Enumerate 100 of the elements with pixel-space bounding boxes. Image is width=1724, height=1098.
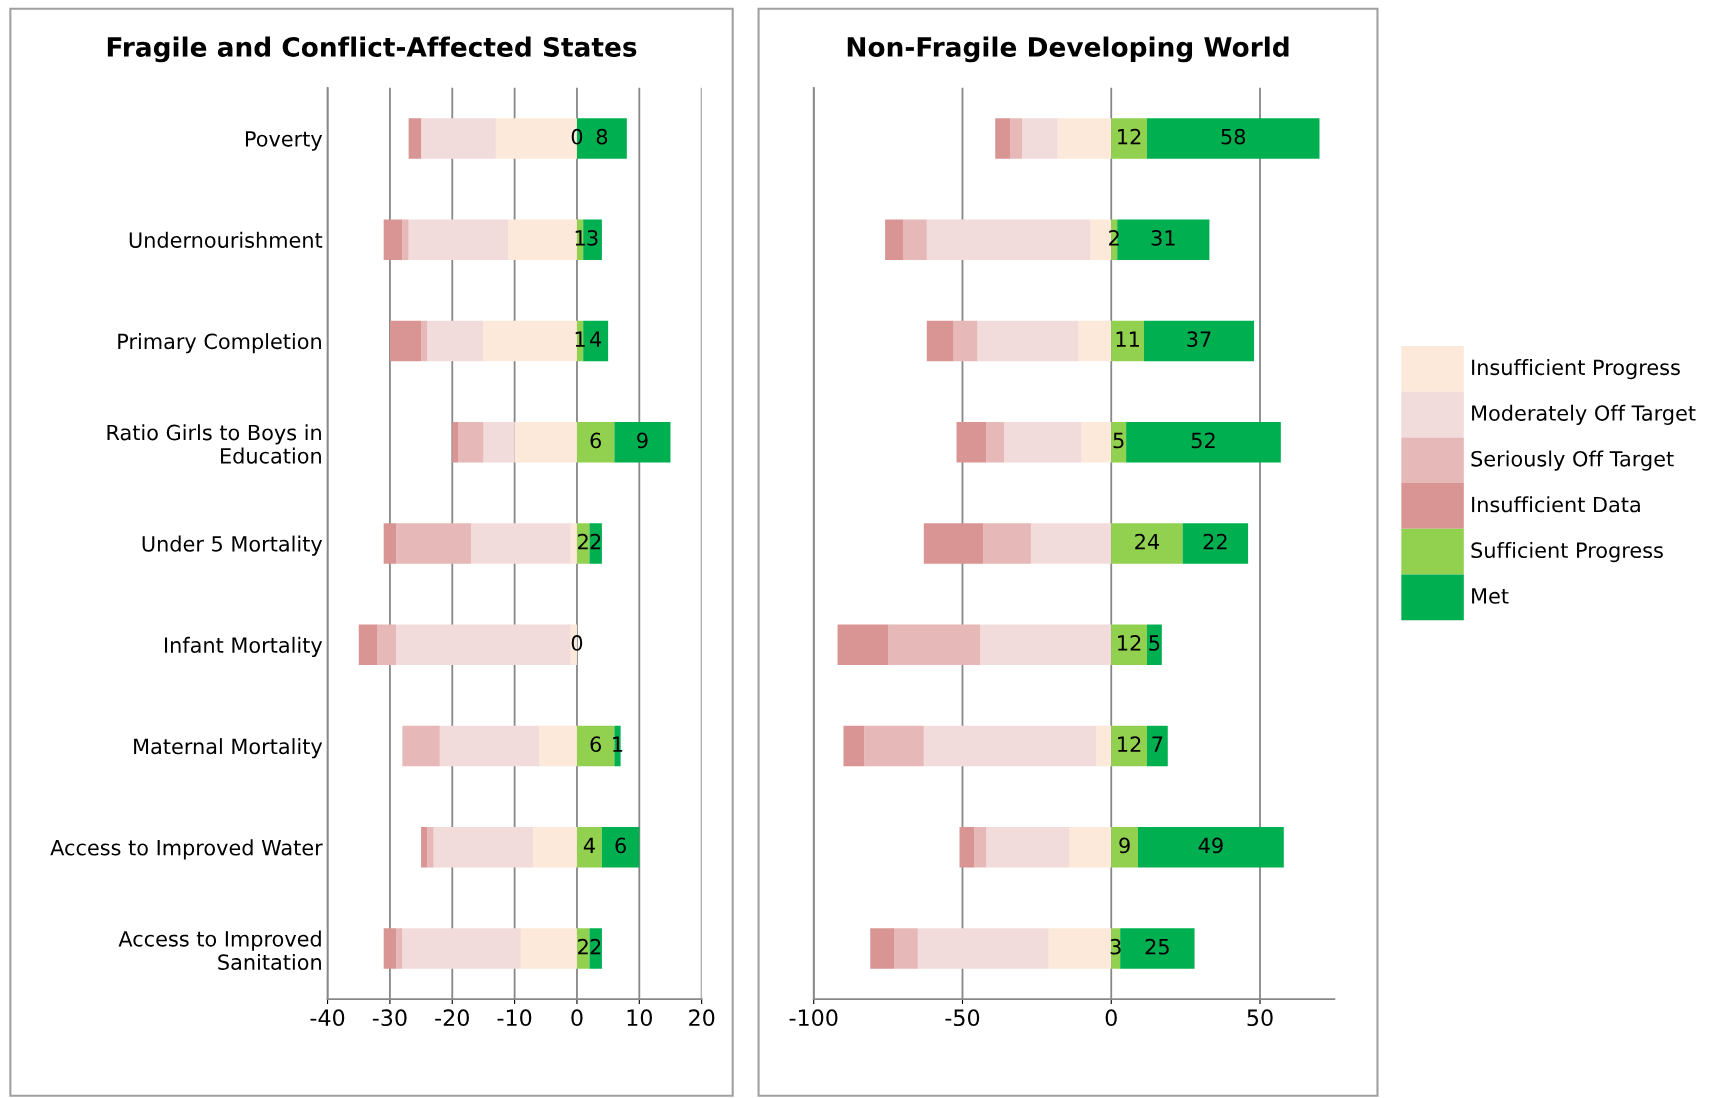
bar xyxy=(885,219,903,260)
x-tick-label: 50 xyxy=(1247,1009,1273,1027)
bar xyxy=(926,320,954,362)
data-label: 2 xyxy=(578,533,588,550)
bar xyxy=(421,827,428,868)
bar xyxy=(843,725,865,767)
bar xyxy=(576,422,615,463)
bar xyxy=(402,928,521,969)
bar xyxy=(1069,827,1112,868)
bar xyxy=(601,827,640,868)
bar xyxy=(570,523,577,564)
data-label: 58 xyxy=(1221,128,1246,145)
bar xyxy=(533,827,577,868)
bar xyxy=(917,928,1049,969)
data-label: 4 xyxy=(583,837,595,854)
bar xyxy=(396,523,471,564)
bar xyxy=(902,219,927,260)
data-label: 49 xyxy=(1198,837,1223,854)
legend-label: Met xyxy=(1472,588,1509,604)
x-tick-label: -40 xyxy=(310,1009,345,1027)
x-tick-label: 0 xyxy=(1105,1009,1117,1027)
x-tick-label: -20 xyxy=(435,1009,469,1027)
bar xyxy=(539,725,577,767)
bar xyxy=(864,725,924,767)
data-label: 2 xyxy=(590,938,601,955)
data-label: 11 xyxy=(1116,331,1139,347)
bar xyxy=(421,320,428,362)
bar xyxy=(377,624,397,666)
data-label: 12 xyxy=(1118,736,1141,752)
bar xyxy=(1126,422,1281,463)
legend-label: Moderately Off Target xyxy=(1472,404,1696,425)
x-tick-label: 10 xyxy=(627,1009,652,1027)
bar xyxy=(402,725,440,767)
bar xyxy=(1004,422,1082,463)
bar xyxy=(1030,523,1112,564)
bar xyxy=(427,827,434,868)
data-label: 7 xyxy=(1152,736,1163,752)
bar xyxy=(421,118,496,159)
bar xyxy=(520,928,577,969)
data-label: 9 xyxy=(637,432,648,449)
x-tick-label: 0 xyxy=(571,1009,583,1027)
y-tick-label: Access to Improved Sanitation xyxy=(118,930,321,971)
bar xyxy=(923,523,984,564)
data-label: 12 xyxy=(1118,128,1141,145)
bar xyxy=(980,624,1112,666)
bar xyxy=(439,725,540,767)
bar xyxy=(923,725,1097,767)
chart-title: Fragile and Conflict-Affected States xyxy=(107,36,637,63)
bar xyxy=(956,422,987,463)
bar xyxy=(458,422,484,463)
bar xyxy=(589,523,602,564)
bar xyxy=(1143,320,1255,362)
bar xyxy=(926,219,1091,260)
bar xyxy=(977,320,1079,362)
bar xyxy=(870,928,895,969)
bar xyxy=(483,422,515,463)
legend-label: Seriously Off Target xyxy=(1471,450,1674,471)
bar xyxy=(1111,725,1147,767)
data-label: 5 xyxy=(1113,432,1124,449)
data-label: 4 xyxy=(590,331,602,347)
bar xyxy=(1111,422,1127,463)
bar xyxy=(1021,118,1058,159)
bar xyxy=(837,624,889,666)
bar xyxy=(358,624,378,666)
data-label: 24 xyxy=(1135,533,1160,550)
x-tick-label: -10 xyxy=(497,1009,532,1027)
data-label: 0 xyxy=(571,128,583,145)
bar xyxy=(402,219,409,260)
data-label: 22 xyxy=(1203,533,1227,550)
bar xyxy=(894,928,918,969)
data-label: 2 xyxy=(578,938,588,955)
bar xyxy=(1078,320,1112,362)
bar xyxy=(953,320,978,362)
data-label: 25 xyxy=(1145,938,1169,955)
bar xyxy=(1057,118,1112,159)
bar xyxy=(1111,118,1147,159)
data-label: 6 xyxy=(590,736,601,753)
bar xyxy=(1120,928,1195,969)
y-tick-label: Under 5 Mortality xyxy=(142,535,323,556)
bar xyxy=(1111,624,1147,666)
bar xyxy=(995,118,1011,159)
bar xyxy=(888,624,981,666)
data-label: 52 xyxy=(1191,432,1215,449)
bar xyxy=(1138,827,1284,868)
x-tick-label: -100 xyxy=(789,1009,838,1027)
bar xyxy=(583,320,609,362)
y-tick-label: Maternal Mortality xyxy=(134,738,323,759)
bar xyxy=(986,827,1070,868)
data-label: 6 xyxy=(615,837,626,854)
bar xyxy=(1111,320,1144,362)
bar xyxy=(1117,219,1210,260)
data-label: 9 xyxy=(1119,837,1130,854)
legend-label: Insufficient Data xyxy=(1472,496,1640,513)
bar xyxy=(1081,422,1112,463)
bar xyxy=(1111,827,1139,868)
bar xyxy=(452,422,459,463)
y-tick-label: Ratio Girls to Boys in Education xyxy=(107,424,321,464)
bar xyxy=(959,827,975,868)
chart-title: Non-Fragile Developing World xyxy=(847,36,1289,63)
y-tick-label: Access to Improved Water xyxy=(50,839,323,860)
